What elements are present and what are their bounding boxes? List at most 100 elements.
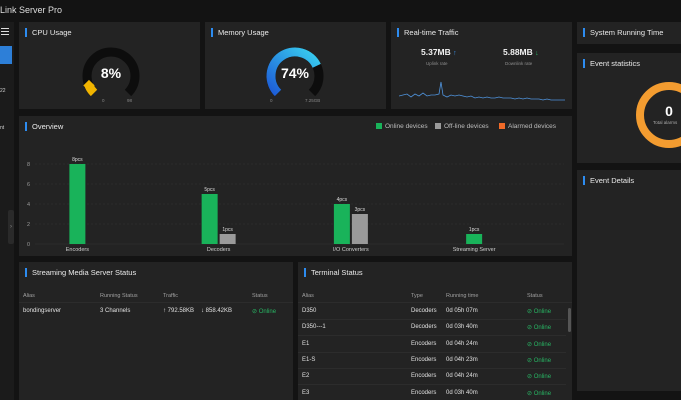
header-divider <box>298 302 572 303</box>
sidebar-item-active[interactable] <box>0 46 12 64</box>
col-traffic: Traffic <box>163 293 178 299</box>
row-alias: E1 <box>302 340 310 347</box>
row-running: 3 Channels <box>100 308 131 314</box>
row-type: Encoders <box>411 340 437 347</box>
uplink-value: 5.37MB ↑ <box>421 47 457 57</box>
sidebar-text: nt <box>0 125 5 131</box>
row-time: 0d 04h 24m <box>446 373 478 380</box>
row-traffic-up: ↑ 792.58KB <box>163 308 195 314</box>
x-category-label: Decoders <box>207 247 231 253</box>
row-status: ⊘ Online <box>527 357 552 364</box>
gauge-track <box>82 47 140 97</box>
sidebar-text: 22 <box>0 88 6 94</box>
terminal-scrollbar[interactable] <box>568 308 571 332</box>
col-running-time: Running time <box>446 293 479 299</box>
memory-usage-panel: Memory Usage 74% 0 7.25GB <box>205 22 386 109</box>
row-alias: D350---1 <box>302 324 326 331</box>
cpu-usage-panel: CPU Usage 8% 0 98 <box>19 22 200 109</box>
bar-off-line-devices <box>219 234 236 244</box>
row-divider <box>298 384 566 386</box>
x-category-label: I/O Converters <box>333 247 369 253</box>
row-time: 0d 03h 40m <box>446 324 478 331</box>
row-status: ⊘ Online <box>527 325 552 332</box>
event-donut-ring <box>636 82 681 148</box>
cpu-title: CPU Usage <box>25 28 72 37</box>
row-alias: E3 <box>302 389 310 396</box>
overview-bar-chart: 0 2 4 6 8 8pcs Encoders 5pcs 1pcs Decoders 4pcs 3pc… <box>27 157 564 253</box>
bar-data-label: 1pcs <box>222 227 233 233</box>
traffic-title: Real-time Traffic <box>397 28 458 37</box>
cpu-min: 0 <box>102 98 105 103</box>
header-divider <box>19 302 293 303</box>
cpu-gauge <box>82 47 140 97</box>
legend-alarmed[interactable]: Alarmed devices <box>499 123 556 130</box>
event-details-panel: Event Details <box>577 170 681 391</box>
legend-alarmed-swatch <box>499 123 505 129</box>
row-divider <box>298 335 566 337</box>
row-type: Encoders <box>411 356 437 363</box>
row-type: Encoders <box>411 389 437 396</box>
x-category-label: Encoders <box>66 247 89 253</box>
row-status: ⊘ Online <box>527 374 552 381</box>
y-tick-label: 2 <box>27 222 30 228</box>
cpu-value: 8% <box>100 65 122 81</box>
streaming-status-panel: Streaming Media Server Status Alias Runn… <box>19 262 293 400</box>
y-tick-label: 0 <box>27 242 30 248</box>
bar-data-label: 1pcs <box>469 227 480 233</box>
row-divider <box>298 367 566 369</box>
row-traffic-down: ↓ 858.42KB <box>201 308 233 314</box>
row-alias: bondingserver <box>23 308 62 314</box>
menu-icon[interactable] <box>1 28 9 37</box>
event-donut <box>636 82 681 148</box>
memory-min: 0 <box>270 98 273 103</box>
col-status: Status <box>527 293 543 299</box>
bar-online-devices <box>69 164 86 244</box>
row-alias: D350 <box>302 308 317 314</box>
legend-offline-swatch <box>435 123 441 129</box>
col-running-status: Running Status <box>100 293 138 299</box>
streaming-title: Streaming Media Server Status <box>25 268 136 277</box>
cpu-max: 98 <box>127 98 133 103</box>
col-status: Status <box>252 293 268 299</box>
downlink-label: Downlink rate <box>505 61 533 66</box>
row-status: ⊘ Online <box>527 341 552 348</box>
col-type: Type <box>411 293 423 299</box>
gauge-fill <box>266 47 321 97</box>
row-alias: E1-S <box>302 356 316 363</box>
event-stats-title: Event statistics <box>583 59 640 68</box>
event-details-title: Event Details <box>583 176 634 185</box>
legend-offline[interactable]: Off-line devices <box>435 123 489 130</box>
overview-title: Overview <box>25 122 63 131</box>
terminal-title: Terminal Status <box>304 268 363 277</box>
event-total-value: 0 <box>665 103 673 119</box>
row-time: 0d 05h 07m <box>446 308 478 314</box>
x-category-label: Streaming Server <box>453 247 496 253</box>
col-alias: Alias <box>302 293 314 299</box>
row-divider <box>298 351 566 353</box>
memory-title: Memory Usage <box>211 28 269 37</box>
y-tick-label: 6 <box>27 182 30 188</box>
memory-gauge <box>266 47 324 97</box>
overview-panel: Overview 0 2 4 6 8 8pcs Encoders 5pcs 1pcs Decode… <box>19 116 572 256</box>
system-running-time-panel: System Running Time <box>577 22 681 44</box>
legend-offline-label: Off-line devices <box>444 123 489 130</box>
collapse-handle[interactable]: › <box>8 210 14 244</box>
row-time: 0d 03h 40m <box>446 389 478 396</box>
uplink-arrow-icon: ↑ <box>453 50 457 57</box>
row-alias: E2 <box>302 373 310 380</box>
traffic-line <box>399 81 565 101</box>
system-title: System Running Time <box>583 28 663 37</box>
bar-online-devices <box>333 204 350 244</box>
bar-data-label: 5pcs <box>204 187 215 193</box>
y-tick-label: 4 <box>27 202 30 208</box>
bar-data-label: 8pcs <box>72 157 83 163</box>
bar-online-devices <box>466 234 483 244</box>
legend-online[interactable]: Online devices <box>376 123 428 130</box>
memory-max: 7.25GB <box>305 98 321 103</box>
sidebar: 22 nt › <box>0 22 14 400</box>
col-alias: Alias <box>23 293 35 299</box>
uplink-label: Uplink rate <box>426 61 448 66</box>
app-title: Link Server Pro <box>0 5 63 15</box>
memory-value: 74% <box>280 65 310 81</box>
row-time: 0d 04h 24m <box>446 340 478 347</box>
